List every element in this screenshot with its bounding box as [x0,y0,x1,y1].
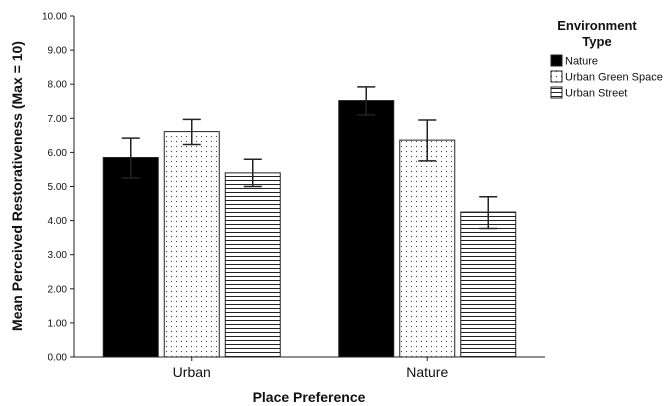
legend-label: Nature [565,56,598,68]
y-tick-label: 4.00 [48,216,68,227]
legend-swatch [550,70,563,83]
bars [102,100,517,358]
y-tick-label: 8.00 [48,80,68,91]
legend: Environment Type Nature Urban Green Space… [550,18,663,100]
bar [163,131,220,358]
x-tick-label: Urban [173,364,211,380]
y-tick-label: 10.00 [42,12,67,23]
y-tick-label: 0.00 [48,353,68,364]
y-tick-label: 3.00 [48,250,68,261]
error-bars [121,86,498,230]
y-axis-title: Mean Perceived Restorativeness (Max = 10… [9,41,25,331]
legend-swatch [550,86,563,99]
legend-swatch [550,54,563,67]
bar [224,172,281,358]
y-axis: 0.00 1.00 2.00 3.00 4.00 5.00 6.00 7.00 8.00 9.00… [42,12,75,364]
bar [460,211,517,358]
x-tick-label: Nature [406,364,448,380]
bar [338,100,395,358]
x-axis: Urban Nature [74,356,545,380]
y-tick-label: 5.00 [48,182,68,193]
y-tick-label: 2.00 [48,284,68,295]
y-tick-label: 9.00 [48,46,68,57]
y-tick-label: 7.00 [48,114,68,125]
legend-title-line-2: Type [582,34,611,49]
y-tick-label: 6.00 [48,148,68,159]
bar [102,157,159,358]
bar [399,139,456,358]
y-tick-label: 1.00 [48,318,68,329]
legend-title-line-1: Environment [557,18,637,33]
legend-label: Urban Street [565,88,627,100]
x-axis-title: Place Preference [253,389,366,405]
legend-label: Urban Green Space [565,72,663,84]
